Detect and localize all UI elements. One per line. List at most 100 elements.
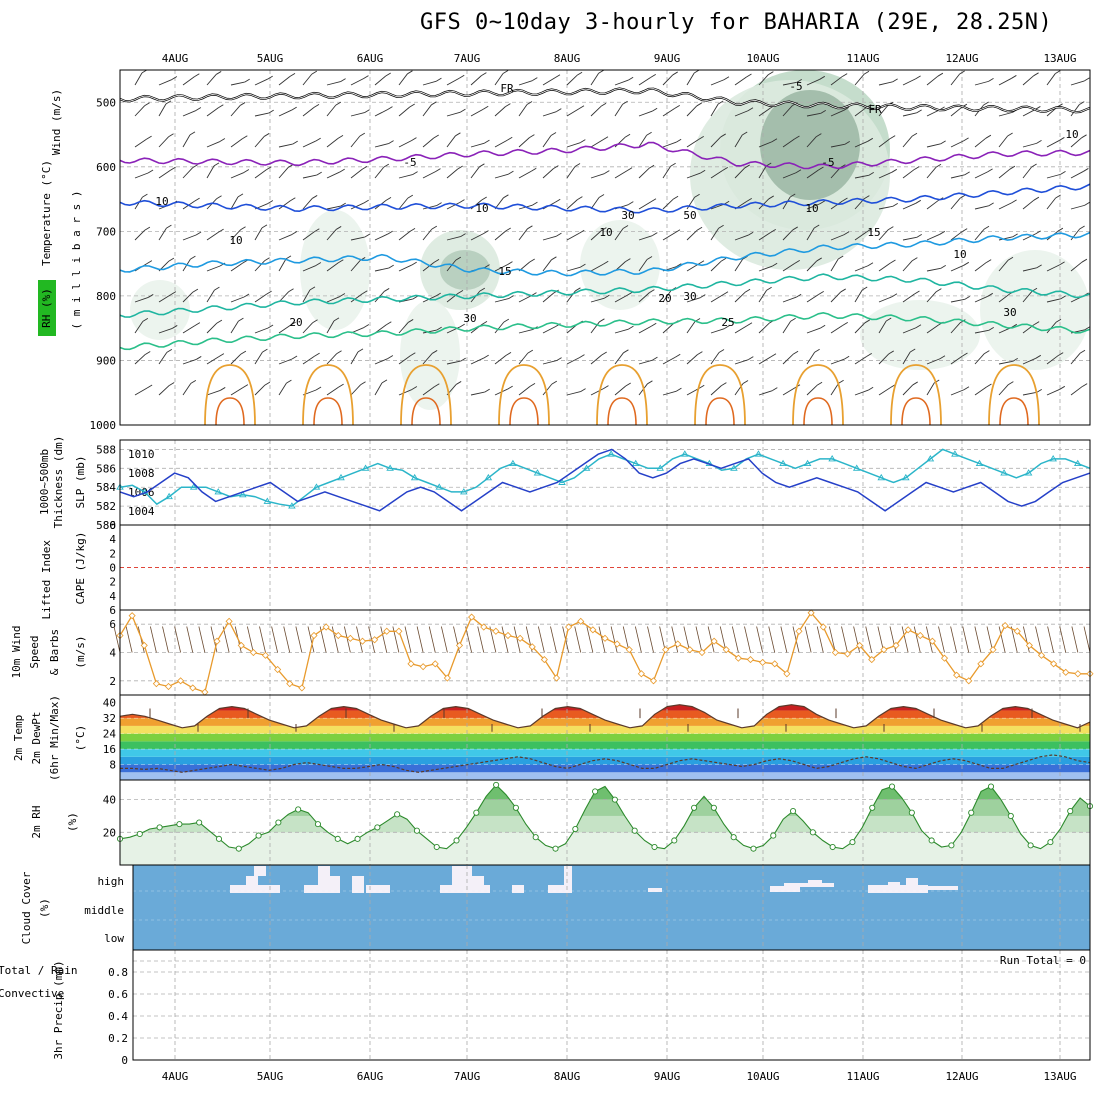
wind-barb-feather <box>532 201 538 206</box>
wind-barb <box>974 205 989 210</box>
wind-barb <box>1022 199 1035 210</box>
wind-barb-feather <box>601 351 607 356</box>
wind-barb-feather <box>744 288 751 293</box>
wind-barb <box>638 235 653 241</box>
wind-barb <box>182 110 197 117</box>
wind-barb <box>830 358 845 365</box>
wind-barb <box>734 110 749 117</box>
wind-barb <box>902 260 913 272</box>
wind-speed-point <box>904 626 912 634</box>
wind-barb <box>638 359 653 365</box>
wind-barb-feather <box>841 73 848 77</box>
wind10m-barb <box>246 626 254 653</box>
wind-barb <box>950 73 960 86</box>
wind-barb-feather <box>627 291 633 296</box>
wind-barb-feather <box>985 134 992 139</box>
wind-speed-point <box>1050 660 1058 668</box>
wind-barb-feather <box>240 350 247 355</box>
wind-barb <box>686 229 698 241</box>
wind-barb-feather <box>722 166 728 171</box>
wind-barb-feather <box>959 194 966 199</box>
wind-barb <box>470 166 480 179</box>
wind-barb-feather <box>1012 357 1018 362</box>
wind-barb-feather <box>766 286 772 291</box>
temp-color-band <box>120 772 1090 780</box>
wind-barb-feather <box>388 264 394 269</box>
wind-barb-feather <box>694 193 700 198</box>
wind10m-barb <box>731 626 739 653</box>
wind-barb-feather <box>142 193 148 198</box>
wind-barb <box>230 296 245 303</box>
wind-barb-feather <box>339 293 346 297</box>
wind-barb-feather <box>840 288 846 293</box>
wind-speed-point <box>213 637 221 645</box>
wind-barb-feather <box>1084 201 1090 206</box>
thickness-point <box>410 473 419 481</box>
wind10m-barb <box>125 626 133 653</box>
wind-barb <box>1022 391 1037 396</box>
wind-barb-feather <box>288 288 294 293</box>
thickness-point <box>656 464 665 471</box>
wind10m-barb <box>756 626 764 653</box>
wind-speed-point <box>916 631 924 640</box>
wind-barb-feather <box>357 348 364 353</box>
wind-barb-feather <box>816 381 823 386</box>
wind-speed-point <box>698 648 706 657</box>
slp-tick-label: 1004 <box>128 505 155 518</box>
slp-axis-label: SLP (mb) <box>74 456 87 509</box>
wind-barb <box>350 384 361 396</box>
wind-barb <box>542 360 557 365</box>
wind-barb <box>182 359 197 365</box>
wind-barb-feather <box>216 195 222 200</box>
cloud-high-bar <box>548 885 568 893</box>
wind-barb-feather <box>1035 106 1041 110</box>
wind-barb-feather <box>268 109 274 114</box>
wind-barb <box>542 135 552 148</box>
wind-barb-feather <box>867 262 874 267</box>
wind-barb-feather <box>816 257 822 262</box>
wind10m-barb <box>974 626 982 653</box>
thickness-point <box>312 483 321 490</box>
wind-barb-feather <box>484 388 490 393</box>
rh-line <box>119 784 1091 850</box>
wind-barb <box>950 389 965 396</box>
wind-barb-feather <box>146 260 153 264</box>
wind-barb <box>422 205 437 210</box>
wind-barb-feather <box>963 386 970 391</box>
wind-barb <box>1046 298 1061 303</box>
wind-barb-feather <box>192 164 198 169</box>
wind-barb-feather <box>914 290 920 295</box>
wind-barb-feather <box>311 195 318 199</box>
wind-barb-feather <box>1055 318 1062 323</box>
wind-speed-point <box>807 609 815 617</box>
wind10m-barb <box>841 626 848 653</box>
wind-barb <box>686 197 696 210</box>
wind-barb-feather <box>508 170 514 175</box>
wind-barb <box>710 79 725 86</box>
wind-barb-feather <box>916 109 922 114</box>
wind-barb-feather <box>699 169 706 174</box>
wind-barb <box>926 267 941 272</box>
wind-barb-feather <box>628 201 634 206</box>
wind-speed-point <box>1074 670 1082 678</box>
wind-barb <box>950 106 963 117</box>
wind-barb <box>302 140 316 148</box>
wind10m-barb <box>113 626 121 653</box>
wind-barb <box>614 352 624 365</box>
wind-barb <box>710 385 722 396</box>
wind-barb-feather <box>961 228 968 232</box>
wind-barb-feather <box>481 196 487 201</box>
wind-barb-feather <box>457 165 463 170</box>
wind-barb-feather <box>460 108 466 113</box>
contour-label: 20 <box>658 292 671 305</box>
wind-barb <box>854 355 867 365</box>
wind-barb <box>614 385 627 396</box>
wind-barb-feather <box>215 71 222 75</box>
wind-barb <box>542 292 555 303</box>
wind-speed-point <box>261 651 270 659</box>
wind-barb-feather <box>795 169 802 174</box>
cloud-high-bar <box>868 885 928 893</box>
wind-barb <box>446 135 456 148</box>
wind-barb <box>998 236 1013 241</box>
wind-barb <box>326 386 339 396</box>
